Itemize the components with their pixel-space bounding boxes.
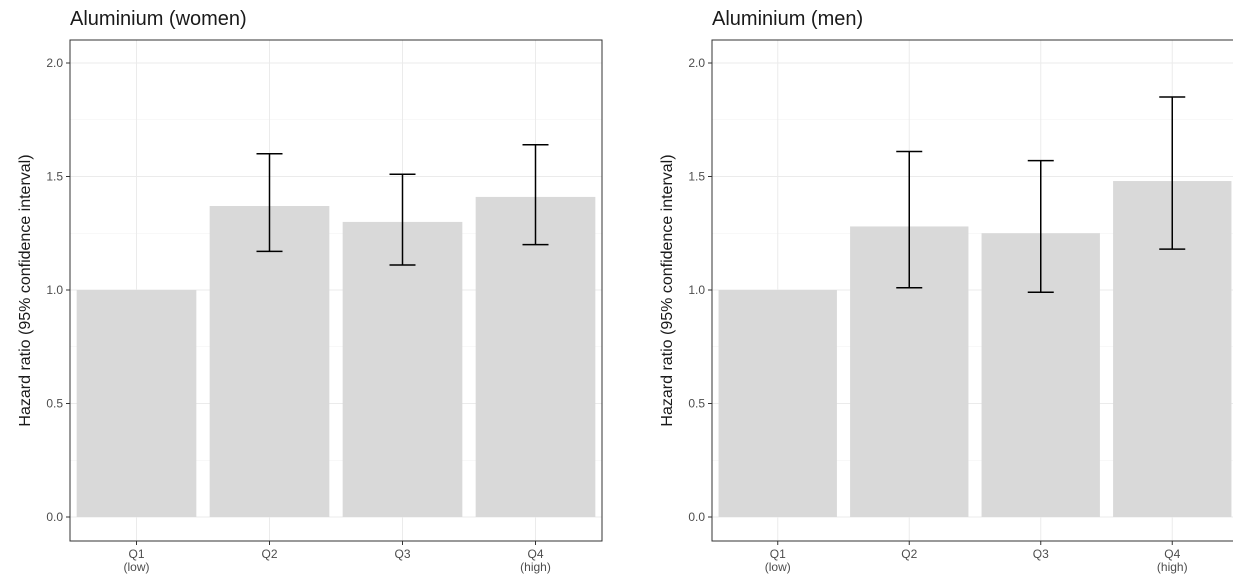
x-tick-label: Q4: [1164, 547, 1180, 561]
x-tick-label: Q1: [128, 547, 144, 561]
bar: [76, 290, 197, 517]
y-tick-label: 1.5: [46, 170, 63, 184]
chart-svg-women: 0.0 0.5 1.0 1.5 2.0 Q1(low) Q2 Q3 Q4(high) Hazard…: [17, 39, 603, 574]
error-bar: [522, 143, 549, 246]
x-tick-label: Q1: [770, 547, 786, 561]
chart-svg-men: 0.0 0.5 1.0 1.5 2.0 Q1(low) Q2 Q3 Q4(high) Hazard…: [659, 39, 1233, 574]
bar: [718, 290, 837, 517]
chart-panel-men: Aluminium (men) 0.0 0.5 1.0 1.5 2.0 Q1 (low) Q2…: [642, 0, 1233, 584]
y-tick-label: 0.0: [46, 510, 63, 524]
panel-border: [69, 39, 603, 542]
panel-border: [711, 39, 1233, 542]
x-tick-sublabel: (low): [765, 560, 791, 574]
y-tick-label: 1.0: [688, 283, 705, 297]
y-tick-label: 1.5: [688, 170, 705, 184]
chart-panel-women: Aluminium (women) 0.0 0.5 1.0 1.5 2.0 Q1 (low)…: [0, 0, 616, 584]
chart-title: Aluminium (women): [70, 8, 247, 30]
error-bar: [1159, 96, 1186, 250]
x-tick-sublabel: (high): [520, 560, 551, 574]
x-tick-sublabel: (high): [1157, 560, 1188, 574]
y-tick-label: 2.0: [688, 56, 705, 70]
x-tick-sublabel: (low): [124, 560, 150, 574]
x-tick-label: Q3: [1033, 547, 1049, 561]
error-bar: [389, 173, 416, 266]
error-bar: [1027, 159, 1054, 294]
x-tick-label: Q2: [261, 547, 277, 561]
y-tick-label: 1.0: [46, 283, 63, 297]
y-axis-label: Hazard ratio (95% confidence interval): [659, 154, 676, 426]
bar: [342, 221, 463, 517]
bar: [475, 196, 596, 517]
y-tick-label: 0.5: [688, 397, 705, 411]
x-tick-label: Q3: [394, 547, 410, 561]
y-axis-label: Hazard ratio (95% confidence interval): [17, 154, 34, 426]
bar: [209, 206, 330, 517]
error-bar: [896, 150, 923, 289]
y-tick-label: 0.5: [46, 397, 63, 411]
x-tick-label: Q2: [901, 547, 917, 561]
y-tick-label: 0.0: [688, 510, 705, 524]
x-tick-label: Q4: [527, 547, 543, 561]
chart-title: Aluminium (men): [712, 8, 864, 30]
y-tick-label: 2.0: [46, 56, 63, 70]
error-bar: [256, 153, 283, 253]
